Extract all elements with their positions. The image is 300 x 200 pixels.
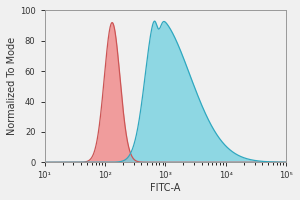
Y-axis label: Normalized To Mode: Normalized To Mode bbox=[7, 37, 17, 135]
X-axis label: FITC-A: FITC-A bbox=[150, 183, 181, 193]
